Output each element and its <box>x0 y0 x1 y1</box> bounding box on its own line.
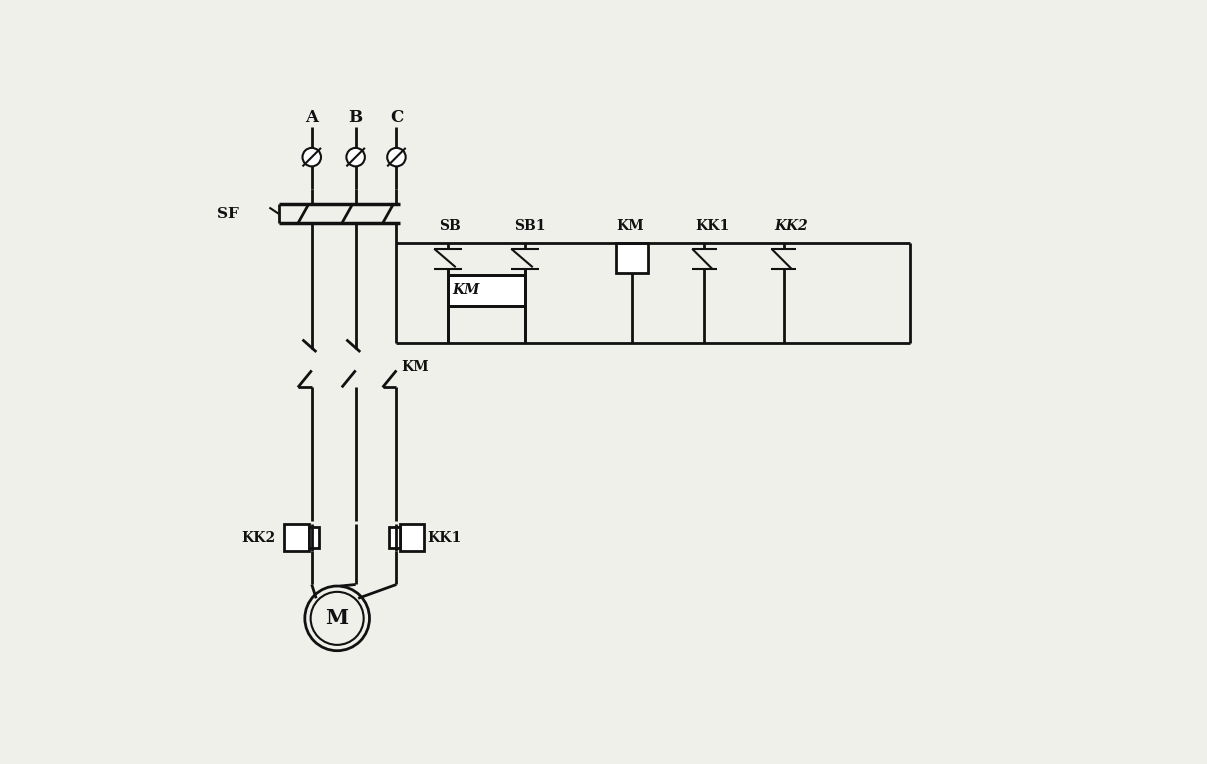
Text: KK1: KK1 <box>695 219 729 233</box>
Circle shape <box>387 148 406 167</box>
Bar <box>284 523 309 552</box>
Bar <box>448 275 525 306</box>
Text: KK2: KK2 <box>241 530 275 545</box>
Bar <box>616 243 648 274</box>
Text: SB1: SB1 <box>514 219 546 233</box>
Bar <box>400 523 424 552</box>
Text: B: B <box>349 109 362 126</box>
Text: KM: KM <box>401 361 428 374</box>
Circle shape <box>346 148 365 167</box>
Text: SB: SB <box>439 219 461 233</box>
Bar <box>389 526 400 549</box>
Circle shape <box>310 592 363 645</box>
Text: SF: SF <box>217 207 239 221</box>
Circle shape <box>303 148 321 167</box>
Text: M: M <box>326 608 349 628</box>
Text: C: C <box>390 109 403 126</box>
Text: KM: KM <box>616 219 643 233</box>
Circle shape <box>305 586 369 651</box>
Bar <box>309 526 320 549</box>
Text: A: A <box>305 109 319 126</box>
Text: KM: KM <box>451 283 479 297</box>
Text: KK1: KK1 <box>427 530 461 545</box>
Text: KK2: KK2 <box>775 219 809 233</box>
